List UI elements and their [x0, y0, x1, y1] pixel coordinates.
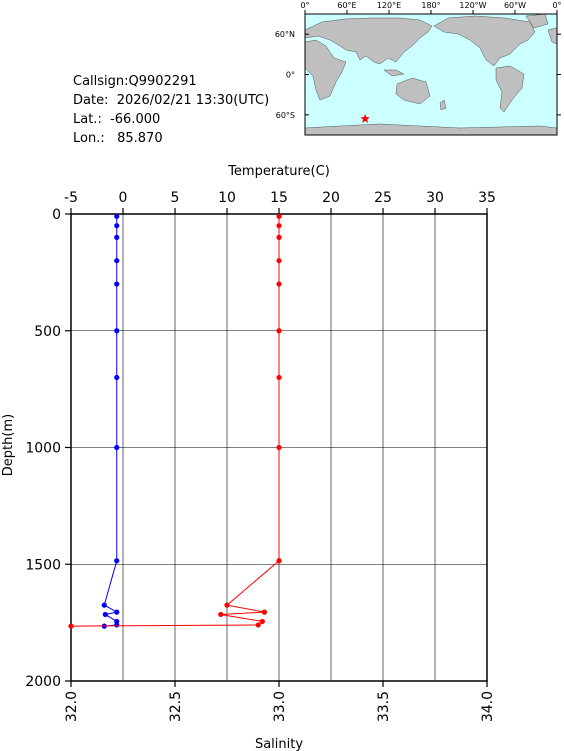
- salinity-tick-label: 33.5: [376, 691, 392, 722]
- station-info: Callsign:Q9902291 Date: 2026/02/21 13:30…: [73, 72, 269, 148]
- salinity-point: [276, 223, 282, 229]
- salinity-axis-title: Salinity: [255, 737, 303, 751]
- temperature-point: [114, 609, 120, 615]
- temperature-point: [114, 558, 120, 564]
- map-longitude-label: 60°E: [337, 1, 356, 10]
- map-greenland: [525, 14, 549, 29]
- map-new-zealand: [439, 99, 447, 111]
- temperature-tick-label: 5: [171, 190, 180, 206]
- map-longitude-label: 0°: [300, 1, 309, 10]
- map-longitude-label: 60°W: [504, 1, 526, 10]
- temperature-point: [114, 328, 120, 334]
- depth-tick-label: 500: [34, 324, 61, 340]
- temperature-tick-label: 30: [426, 190, 444, 206]
- temperature-point: [101, 602, 107, 608]
- salinity-point: [255, 622, 261, 628]
- temperature-point: [114, 223, 120, 229]
- map-longitude-label: 180°: [421, 1, 440, 10]
- depth-tick-label: 1500: [25, 557, 61, 573]
- temperature-axis-title: Temperature(C): [227, 164, 330, 179]
- salinity-point: [276, 234, 282, 240]
- depth-tick-label: 1000: [25, 441, 61, 457]
- salinity-point: [261, 609, 268, 615]
- salinity-point: [276, 213, 282, 219]
- temperature-tick-label: 15: [270, 190, 288, 206]
- temperature-point: [114, 213, 120, 219]
- map-north-america: [433, 15, 536, 67]
- salinity-point: [276, 444, 282, 451]
- callsign-text: Callsign:Q9902291: [73, 74, 197, 89]
- salinity-profile-line: [70, 216, 280, 627]
- map-south-america: [495, 65, 525, 113]
- temperature-tick-label: 0: [119, 190, 128, 206]
- map-australia: [395, 77, 431, 105]
- map-landmasses: [305, 14, 557, 135]
- temperature-tick-label: 35: [478, 190, 496, 206]
- map-africa: [305, 39, 347, 101]
- map-antarctica: [305, 123, 557, 135]
- salinity-point: [276, 281, 282, 287]
- temperature-tick-label: 10: [218, 190, 236, 206]
- salinity-point: [276, 558, 282, 564]
- map-longitude-label: 120°W: [459, 1, 486, 10]
- map-eurasia: [305, 17, 433, 65]
- map-longitude-label: 0°: [552, 1, 561, 10]
- salinity-tick-label: 34.0: [480, 691, 496, 722]
- map-longitude-label: 120°E: [377, 1, 401, 10]
- salinity-point: [68, 623, 74, 629]
- world-map: 0° 60°E 120°E 180° 120°W 60°W 0° 60°N 0° 60°S: [275, 1, 562, 136]
- latitude-text: Lat.: -66.000: [73, 112, 161, 127]
- depth-axis-title: Depth(m): [1, 414, 16, 476]
- temperature-point: [114, 622, 120, 628]
- temperature-tick-label: 20: [322, 190, 340, 206]
- map-latitude-label: 0°: [286, 71, 295, 80]
- salinity-point: [276, 328, 282, 334]
- salinity-point: [259, 618, 265, 625]
- temperature-point: [114, 374, 120, 381]
- salinity-point: [224, 602, 230, 608]
- salinity-tick-label: 32.0: [64, 691, 80, 722]
- temperature-tick-label: 25: [374, 190, 392, 206]
- temperature-point: [114, 234, 120, 240]
- depth-tick-label: 0: [52, 207, 61, 223]
- temperature-point: [101, 623, 107, 629]
- salinity-tick-label: 32.5: [168, 691, 184, 722]
- longitude-text: Lon.: 85.870: [73, 131, 163, 146]
- temperature-point: [114, 281, 120, 287]
- salinity-point: [276, 374, 282, 381]
- map-latitude-label: 60°S: [276, 111, 295, 120]
- temperature-point: [102, 611, 108, 618]
- temperature-profile-line: [103, 216, 119, 627]
- temperature-tick-label: -5: [64, 190, 78, 206]
- temperature-point: [114, 618, 120, 625]
- temperature-point: [114, 444, 120, 451]
- temperature-point: [114, 258, 120, 264]
- map-latitude-label: 60°N: [275, 30, 295, 39]
- salinity-tick-label: 33.0: [272, 691, 288, 722]
- plot-frame: [70, 213, 488, 682]
- date-text: Date: 2026/02/21 13:30(UTC): [73, 93, 270, 108]
- depth-tick-label: 2000: [25, 674, 61, 690]
- salinity-point: [276, 258, 282, 264]
- map-indonesia: [383, 69, 405, 77]
- map-europe-wrap: [547, 27, 557, 45]
- salinity-point: [218, 611, 224, 618]
- station-marker: [360, 113, 370, 123]
